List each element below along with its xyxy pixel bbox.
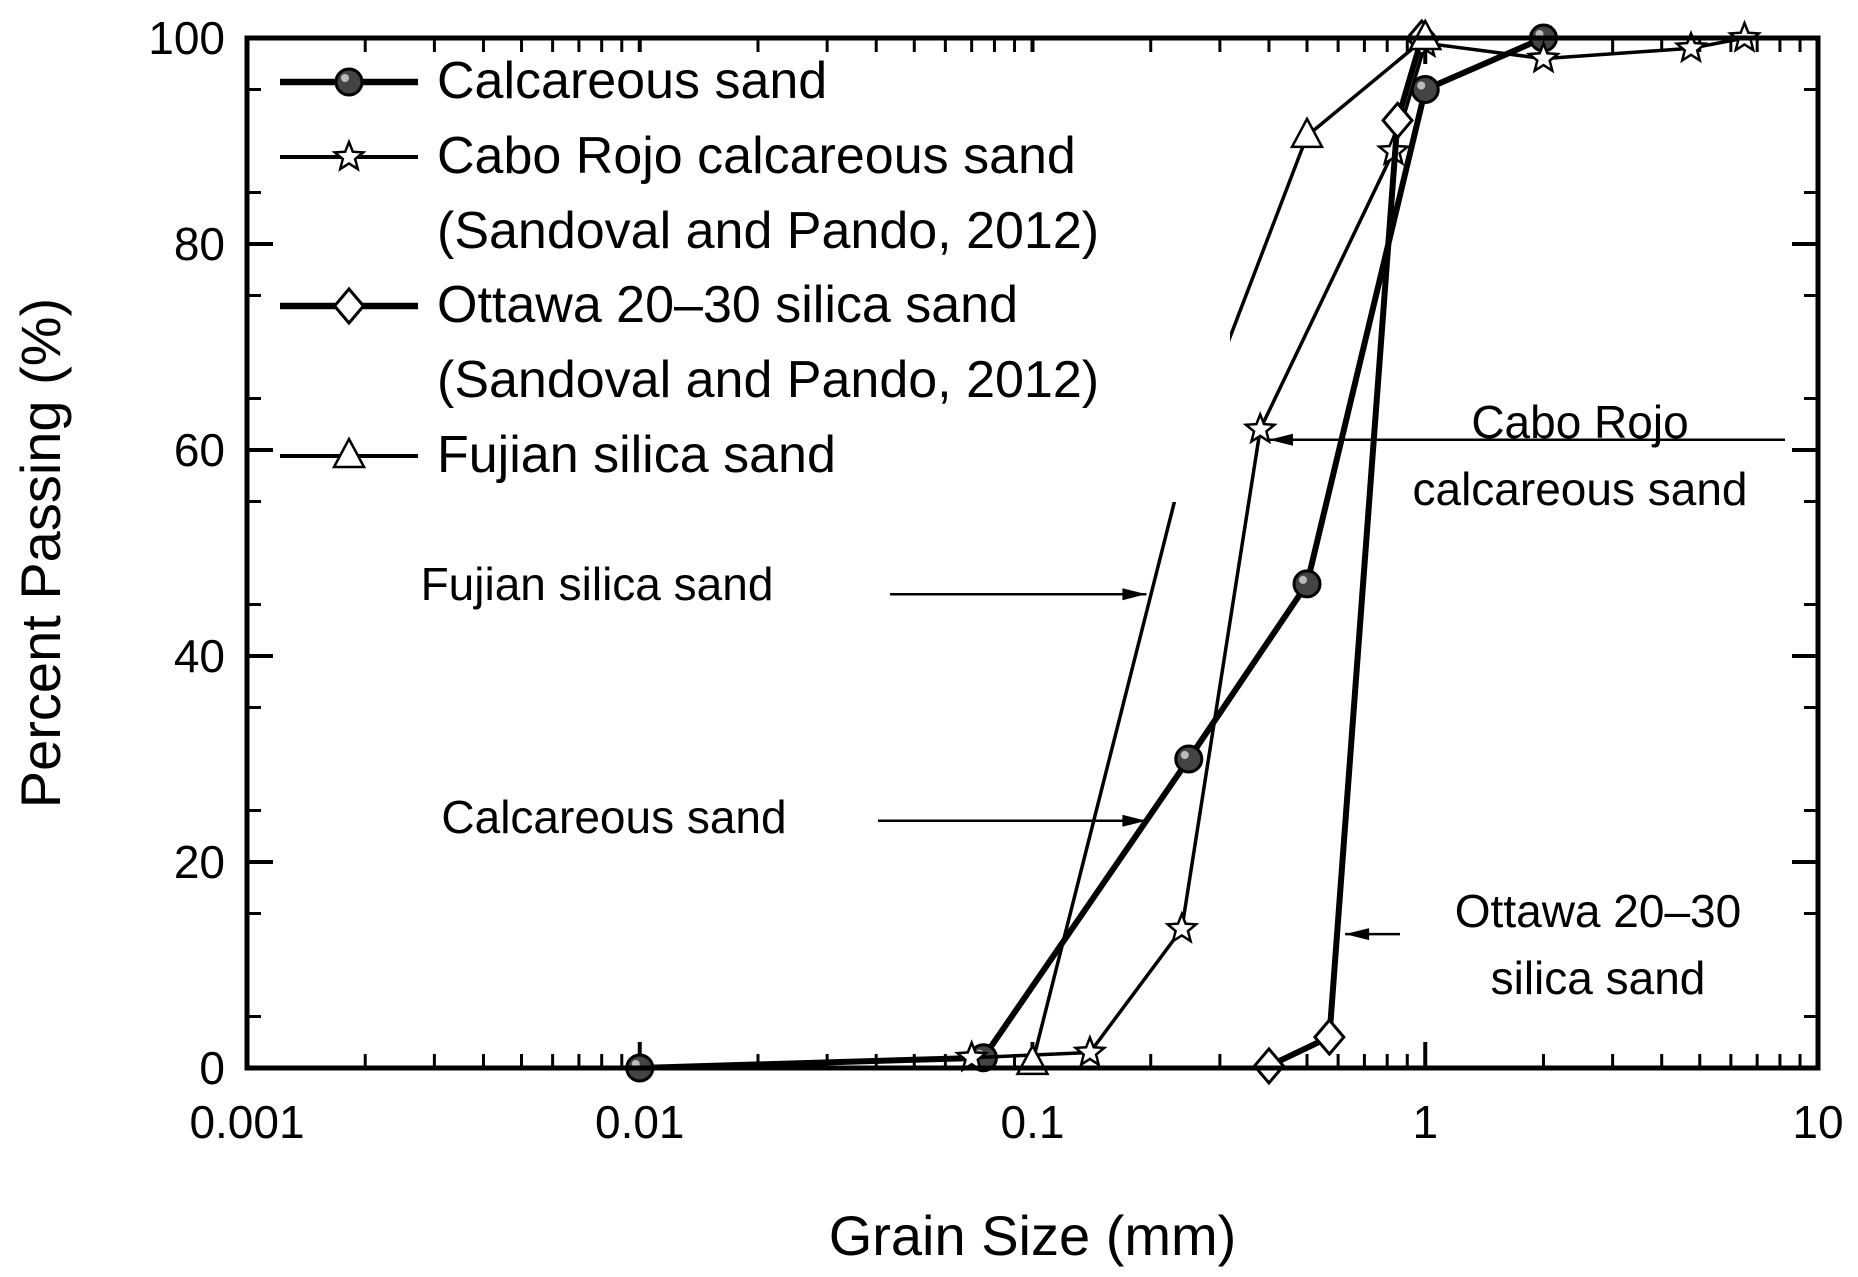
x-tick-label: 0.01: [595, 1096, 685, 1148]
legend-marker: [331, 436, 367, 469]
annotation-3: Calcareous sand: [441, 791, 1147, 843]
annotation-4: Ottawa 20–30 silica sand: [1345, 885, 1741, 1004]
y-tick-label: 60: [174, 424, 225, 476]
data-point: [1289, 116, 1325, 149]
data-point: [1072, 1034, 1108, 1068]
y-tick-label: 0: [199, 1042, 225, 1094]
data-point: [1381, 101, 1414, 140]
legend-label: Fujian silica sand: [437, 426, 836, 484]
annotation-text: Fujian silica sand: [421, 558, 774, 610]
y-tick-label: 80: [174, 218, 225, 270]
y-axis-title: Percent Passing (%): [9, 298, 72, 808]
legend-entry-4: Fujian silica sand: [280, 426, 836, 484]
legend-label: Cabo Rojo calcareous sand: [437, 127, 1076, 185]
y-tick-label: 100: [148, 12, 225, 64]
x-tick-label: 0.001: [189, 1096, 304, 1148]
annotation-text: Ottawa 20–30: [1455, 885, 1741, 937]
data-point: [1292, 569, 1322, 599]
series-line: [1266, 35, 1425, 1069]
annotation-arrowhead: [1268, 433, 1293, 446]
annotation-arrowhead: [1345, 928, 1370, 941]
y-tick-label: 40: [174, 630, 225, 682]
legend-label-line2: (Sandoval and Pando, 2012): [437, 351, 1099, 409]
data-point: [954, 1039, 990, 1073]
legend-background: [275, 52, 1230, 502]
annotation-arrowhead: [1122, 814, 1147, 827]
legend-label-line2: (Sandoval and Pando, 2012): [437, 202, 1099, 260]
x-axis-title: Grain Size (mm): [829, 1204, 1237, 1267]
annotation-2: Fujian silica sand: [421, 558, 1147, 610]
legend: Calcareous sand Cabo Rojo calcareous sand…: [275, 52, 1230, 502]
data-point: [1410, 75, 1440, 104]
legend-entry-3: Ottawa 20–30 silica sand (Sandoval and Pa…: [280, 276, 1099, 409]
y-tick-label: 20: [174, 836, 225, 888]
legend-marker: [332, 286, 366, 326]
legend-marker: [334, 67, 364, 97]
series-line: [1030, 36, 1428, 1065]
annotation-text: calcareous sand: [1413, 463, 1748, 515]
data-point: [1164, 910, 1200, 944]
series-line: [636, 35, 1547, 1071]
series-3: [1252, 18, 1439, 1086]
annotation-arrowhead: [1122, 588, 1147, 601]
legend-entry-1: Calcareous sand: [280, 52, 827, 110]
data-point: [1408, 18, 1443, 51]
legend-label: Ottawa 20–30 silica sand: [437, 276, 1018, 334]
plot-frame: [244, 35, 1821, 1071]
data-point: [1525, 40, 1561, 74]
data-point: [1312, 1017, 1346, 1057]
data-point: [1673, 29, 1709, 64]
legend-label: Calcareous sand: [437, 52, 827, 110]
data-point: [1174, 744, 1204, 774]
x-tick-label: 10: [1792, 1096, 1843, 1148]
legend-entry-2: Cabo Rojo calcareous sand (Sandoval and P…: [280, 127, 1099, 260]
annotation-text: silica sand: [1491, 952, 1706, 1004]
annotation-text: Calcareous sand: [441, 791, 786, 843]
legend-marker: [331, 138, 367, 172]
data-point: [1242, 410, 1278, 445]
x-tick-label: 1: [1412, 1096, 1438, 1148]
x-tick-label: 0.1: [1001, 1096, 1065, 1148]
